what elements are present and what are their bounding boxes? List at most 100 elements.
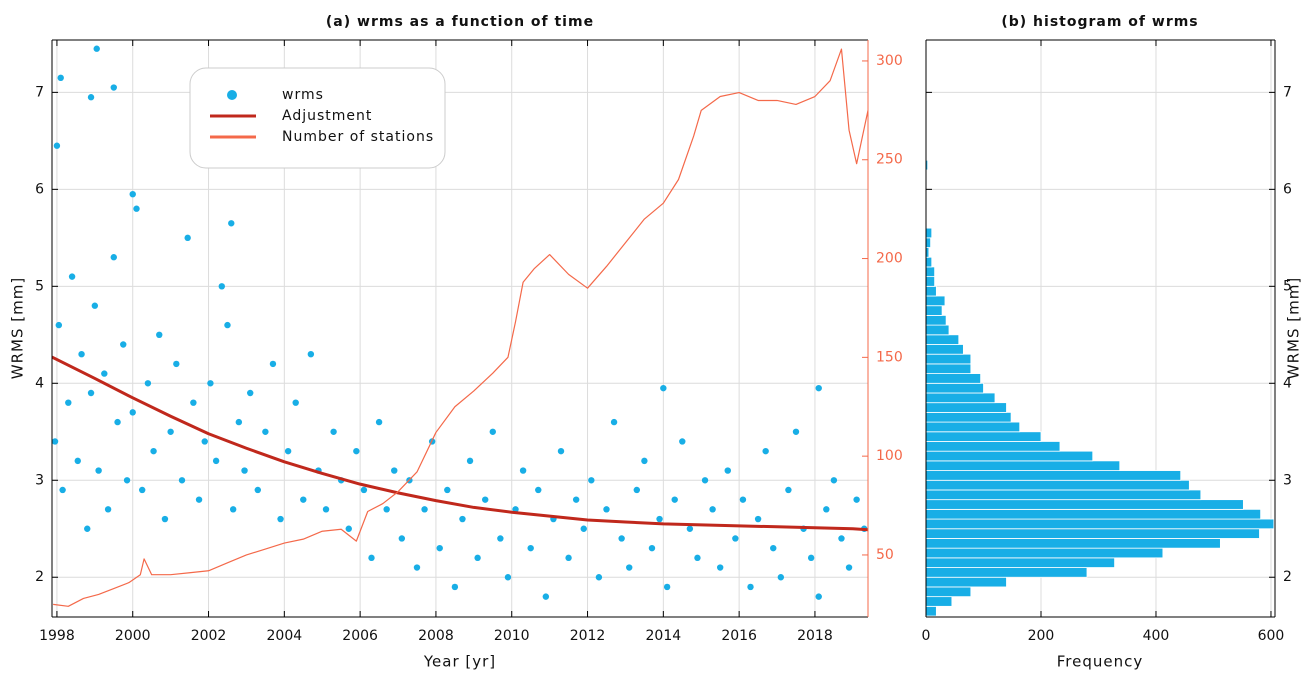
data-point <box>823 506 830 513</box>
y-tick-label: 2 <box>1283 569 1292 585</box>
y-axis-label: WRMS [mm] <box>1285 277 1303 379</box>
x-tick-label: 2016 <box>721 628 757 644</box>
data-point <box>660 384 667 392</box>
data-point <box>474 554 481 562</box>
data-point <box>845 564 853 571</box>
data-point <box>207 380 214 387</box>
histogram-bar <box>926 576 1007 588</box>
data-point <box>504 574 512 581</box>
data-point <box>57 74 64 82</box>
data-point <box>732 535 739 542</box>
data-point <box>65 399 72 406</box>
data-point <box>572 496 580 503</box>
data-point <box>300 496 307 503</box>
histogram-bar <box>926 227 933 239</box>
histogram-bar <box>926 305 943 316</box>
histogram-bar <box>926 508 1262 520</box>
data-point <box>557 447 565 455</box>
histogram-bar <box>926 324 950 336</box>
series-line <box>53 48 868 607</box>
data-point <box>161 515 169 523</box>
legend-label: Number of stations <box>282 129 434 145</box>
histogram-bar <box>926 373 982 384</box>
histogram-bar <box>926 431 1042 442</box>
x-tick-label: 600 <box>1258 628 1285 644</box>
histogram-bar <box>926 518 1275 530</box>
histogram-bar <box>926 411 1012 423</box>
histogram-bar <box>926 479 1190 491</box>
data-point <box>84 525 91 532</box>
x-tick-label: 2010 <box>494 628 530 644</box>
data-point <box>610 418 618 426</box>
x-axis-label: Year [yr] <box>423 653 496 671</box>
data-point <box>184 234 191 242</box>
data-point <box>815 593 822 600</box>
histogram-bar <box>926 392 996 404</box>
data-point <box>87 94 95 101</box>
x-tick-label: 2002 <box>191 628 227 644</box>
y-tick-label: 3 <box>1283 472 1292 488</box>
histogram-bar <box>926 276 936 287</box>
data-point <box>190 399 197 406</box>
data-point <box>853 496 860 503</box>
data-point <box>489 428 496 435</box>
data-point <box>167 428 174 435</box>
data-point <box>93 45 100 52</box>
histogram-bar <box>926 605 937 617</box>
x-tick-label: 2014 <box>646 628 682 644</box>
histogram-bar <box>926 528 1260 539</box>
data-point <box>603 506 610 513</box>
x-axis-label: Frequency <box>1057 653 1144 671</box>
data-point <box>701 477 709 484</box>
data-point <box>535 486 542 494</box>
histogram-bar <box>926 450 1094 462</box>
data-point <box>807 554 815 562</box>
data-point <box>78 350 85 358</box>
legend-box <box>189 67 446 169</box>
data-point <box>277 515 284 523</box>
data-point <box>497 535 504 542</box>
data-point <box>792 428 800 435</box>
y2-tick-label: 200 <box>876 251 903 267</box>
legend-label: Adjustment <box>282 108 372 124</box>
data-point <box>375 418 383 426</box>
data-point <box>482 496 489 503</box>
y-tick-label: 6 <box>1283 181 1292 197</box>
data-point <box>195 496 203 503</box>
plot-area <box>926 159 1275 617</box>
histogram-bar <box>926 567 1088 578</box>
histogram-bar <box>926 470 1182 481</box>
x-tick-label: 2012 <box>570 628 606 644</box>
histogram-bar <box>926 353 972 365</box>
data-point <box>156 331 163 339</box>
data-point <box>830 477 838 484</box>
data-point <box>139 486 146 494</box>
data-point <box>110 84 117 91</box>
x-tick-label: 2018 <box>797 628 833 644</box>
data-point <box>739 496 747 503</box>
y-tick-label: 3 <box>35 472 44 488</box>
data-point <box>229 506 237 513</box>
y2-tick-label: 100 <box>876 448 903 464</box>
data-point <box>459 515 466 523</box>
data-point <box>150 447 157 455</box>
chart-title: (b) histogram of wrms <box>1001 14 1198 30</box>
data-point <box>330 428 337 435</box>
y-tick-label: 5 <box>35 278 44 294</box>
data-point <box>53 142 61 149</box>
data-point <box>247 389 254 397</box>
data-point <box>512 506 519 513</box>
data-point <box>747 583 754 591</box>
data-point <box>663 583 671 591</box>
x-tick-label: 200 <box>1028 628 1055 644</box>
x-tick-label: 2006 <box>342 628 378 644</box>
histogram-bar <box>926 256 933 268</box>
y-axis-label: WRMS [mm] <box>9 277 27 379</box>
data-point <box>618 535 625 542</box>
data-point <box>55 321 63 329</box>
histogram-bar <box>926 334 960 345</box>
data-point <box>770 544 777 552</box>
data-point <box>656 515 663 523</box>
histogram-bar <box>926 421 1021 433</box>
data-point <box>686 525 694 532</box>
